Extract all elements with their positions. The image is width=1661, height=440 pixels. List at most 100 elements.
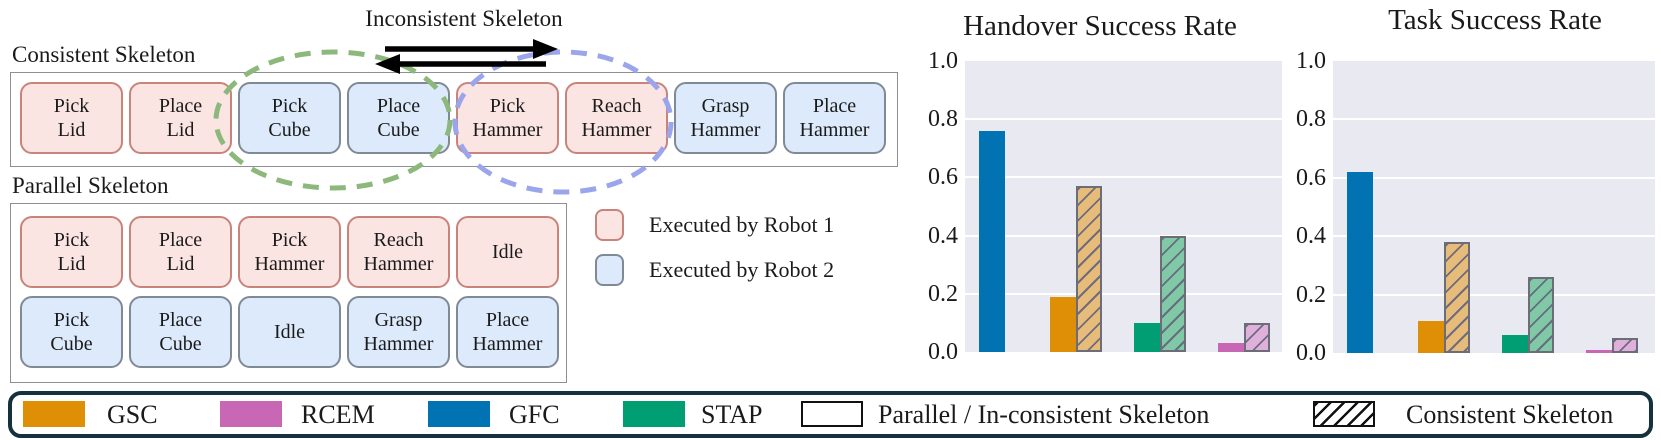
legend-label-parallel-in-consistent-skeleton: Parallel / In-consistent Skeleton <box>878 400 1210 429</box>
task-box-grasp-hammer: Grasp Hammer <box>347 296 450 368</box>
parallel-skeleton-label: Parallel Skeleton <box>12 173 169 198</box>
left-arrow-head <box>375 54 400 74</box>
task-box-text: Hammer <box>254 253 325 275</box>
parallel-skeleton-row-robot1: Pick Lid Place Lid Pick Hammer Reach Hammer Idle <box>20 216 559 288</box>
grid-line <box>965 176 1282 179</box>
task-box-text: Hammer <box>799 119 870 141</box>
task-box-place-cube: Place Cube <box>129 296 232 368</box>
bar-gfc-parallel <box>1347 172 1373 353</box>
task-box-text: Place <box>485 308 530 331</box>
legend-label-gfc: GFC <box>509 400 560 429</box>
task-box-text: Grasp <box>374 308 423 331</box>
robot2-swatch <box>595 254 624 286</box>
legend-label-consistent-skeleton: Consistent Skeleton <box>1406 400 1614 429</box>
bar-rcem-consistent <box>1244 323 1270 352</box>
y-tick-label: 0.0 <box>1296 340 1326 366</box>
task-box-text: Grasp <box>701 94 750 117</box>
task-box-text: Pick <box>489 94 526 117</box>
right-arrow-head <box>533 39 558 59</box>
legend-label-rcem: RCEM <box>301 400 375 429</box>
grid-line <box>1333 176 1655 179</box>
task-box-text: Lid <box>57 119 86 141</box>
task-box-text: Pick <box>53 308 90 331</box>
task-box-text: Idle <box>491 240 524 263</box>
bar-gsc-parallel <box>1418 321 1444 353</box>
task-box-reach-hammer: Reach Hammer <box>565 82 668 154</box>
task-box-text: Hammer <box>363 333 434 355</box>
y-tick-label: 0.8 <box>928 106 958 133</box>
task-box-text: Idle <box>273 320 306 343</box>
chart-plot-2 <box>1333 61 1655 353</box>
robot1-swatch <box>595 209 624 241</box>
legend-label-stap: STAP <box>701 400 763 429</box>
task-box-pick-hammer: Pick Hammer <box>456 82 559 154</box>
bar-rcem-parallel <box>1218 343 1244 352</box>
task-box-text: Cube <box>268 119 311 141</box>
task-box-idle: Idle <box>456 216 559 288</box>
legend-swatch-gfc <box>428 401 490 427</box>
bar-gsc-consistent <box>1444 242 1470 353</box>
task-box-pick-lid: Pick Lid <box>20 216 123 288</box>
task-box-text: Cube <box>377 119 420 141</box>
task-box-text: Hammer <box>363 253 434 275</box>
task-box-text: Place <box>158 308 203 331</box>
y-tick-label: 0.2 <box>928 280 958 307</box>
legend-swatch-rcem <box>220 401 282 427</box>
task-box-pick-hammer: Pick Hammer <box>238 216 341 288</box>
legend-label-gsc: GSC <box>107 400 158 429</box>
bar-stap-consistent <box>1160 236 1186 352</box>
bar-stap-parallel <box>1134 323 1160 352</box>
y-tick-label: 0.4 <box>1296 223 1326 250</box>
swap-arrows <box>375 39 558 74</box>
task-box-text: Reach <box>373 228 424 251</box>
task-box-text: Place <box>158 94 203 117</box>
task-box-text: Cube <box>159 333 202 355</box>
parallel-skeleton-row-robot2: Pick Cube Place Cube Idle Grasp Hammer Place Ham… <box>20 296 559 368</box>
task-box-text: Lid <box>57 253 86 275</box>
task-box-place-lid: Place Lid <box>129 216 232 288</box>
bar-rcem-consistent <box>1612 338 1638 353</box>
task-box-text: Reach <box>591 94 642 117</box>
y-tick-label: 1.0 <box>1296 48 1326 74</box>
legend-swatch-gsc <box>23 401 85 427</box>
chart-title-2: Task Success Rate <box>1388 4 1602 36</box>
task-box-text: Pick <box>271 94 308 117</box>
task-box-text: Place <box>812 94 857 117</box>
task-box-text: Lid <box>166 119 195 141</box>
y-tick-label: 0.8 <box>1296 106 1326 133</box>
task-box-pick-cube: Pick Cube <box>20 296 123 368</box>
bar-stap-parallel <box>1502 335 1528 353</box>
grid-line <box>965 118 1282 121</box>
robot1-legend-label: Executed by Robot 1 <box>649 212 835 237</box>
y-tick-label: 0.2 <box>1296 281 1326 308</box>
task-box-text: Hammer <box>472 119 543 141</box>
task-box-text: Hammer <box>690 119 761 141</box>
y-tick-label: 0.0 <box>928 339 958 365</box>
grid-line <box>965 292 1282 295</box>
y-tick-label: 0.6 <box>928 164 958 191</box>
bar-stap-consistent <box>1528 277 1554 353</box>
robot2-legend-label: Executed by Robot 2 <box>649 257 835 282</box>
task-box-text: Pick <box>53 228 90 251</box>
chart-title-1: Handover Success Rate <box>963 10 1237 42</box>
grid-line <box>1333 118 1655 121</box>
grid-line <box>1333 235 1655 238</box>
task-box-text: Cube <box>50 333 93 355</box>
task-box-text: Place <box>158 228 203 251</box>
task-box-place-hammer: Place Hammer <box>783 82 886 154</box>
y-tick-label: 0.6 <box>1296 164 1326 191</box>
task-box-text: Hammer <box>581 119 652 141</box>
legend-swatch-parallel-in-consistent-skeleton <box>801 401 863 427</box>
bar-rcem-parallel <box>1586 350 1612 353</box>
consistent-skeleton-label: Consistent Skeleton <box>12 42 196 67</box>
task-box-text: Pick <box>53 94 90 117</box>
bar-gfc-parallel <box>979 131 1005 352</box>
y-tick-label: 0.4 <box>928 222 958 249</box>
task-box-grasp-hammer: Grasp Hammer <box>674 82 777 154</box>
inconsistent-skeleton-label: Inconsistent Skeleton <box>365 6 563 31</box>
task-box-text: Hammer <box>472 333 543 355</box>
legend-swatch-consistent-skeleton <box>1313 401 1375 427</box>
task-box-reach-hammer: Reach Hammer <box>347 216 450 288</box>
bar-gsc-consistent <box>1076 186 1102 352</box>
